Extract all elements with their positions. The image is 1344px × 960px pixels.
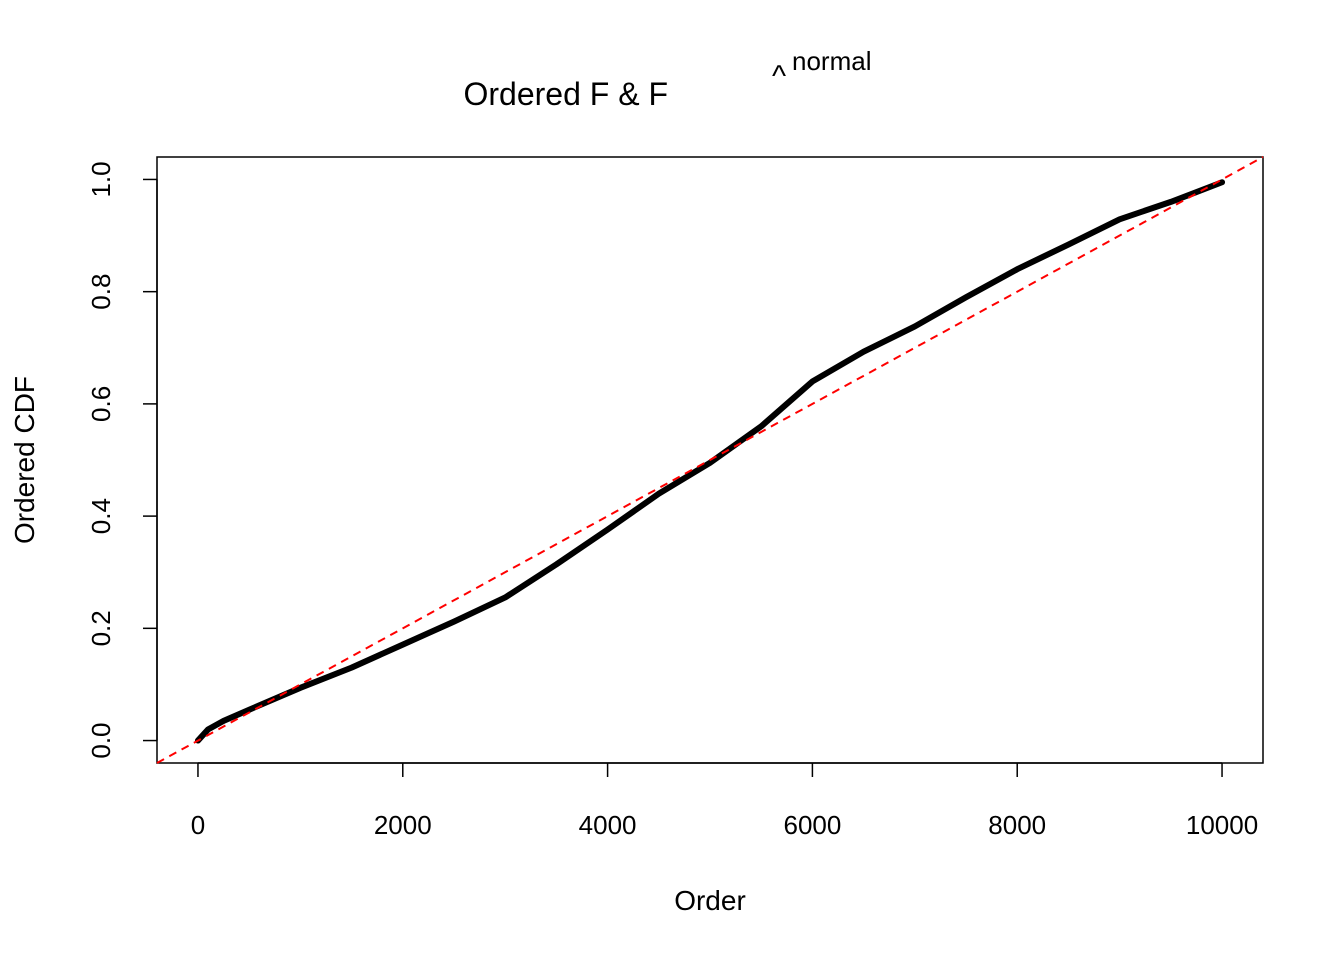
y-tick-label: 0.0 (86, 722, 116, 758)
x-tick-label: 2000 (374, 810, 432, 840)
y-tick-label: 0.4 (86, 498, 116, 534)
title-superscript: normal (792, 46, 871, 76)
y-tick-label: 0.6 (86, 386, 116, 422)
y-tick-label: 0.2 (86, 610, 116, 646)
x-tick-label: 10000 (1186, 810, 1258, 840)
reference-line (156, 156, 1264, 764)
x-tick-label: 0 (191, 810, 205, 840)
data-line (194, 179, 1226, 744)
x-tick-label: 6000 (783, 810, 841, 840)
y-tick-label: 1.0 (86, 161, 116, 197)
x-axis-label: Order (674, 885, 746, 916)
x-tick-label: 8000 (988, 810, 1046, 840)
y-tick-label: 0.8 (86, 274, 116, 310)
y-axis-label: Ordered CDF (9, 376, 40, 544)
title-accent: ^ (772, 60, 786, 93)
chart-title: Ordered F & F (464, 76, 669, 112)
x-tick-label: 4000 (579, 810, 637, 840)
